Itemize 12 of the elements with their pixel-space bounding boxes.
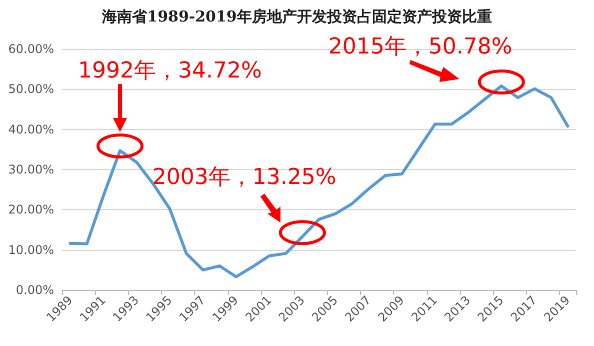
y-tick-label: 10.00% xyxy=(8,242,54,257)
y-tick-label: 0.00% xyxy=(16,283,54,297)
y-tick-label: 50.00% xyxy=(8,82,54,96)
annotation: 2015年，50.78% xyxy=(328,34,512,60)
y-tick-label: 60.00% xyxy=(8,42,54,56)
y-tick-label: 20.00% xyxy=(8,202,54,217)
y-tick-label: 30.00% xyxy=(8,162,54,176)
annotation: 2003年，13.25% xyxy=(152,165,336,190)
chart-title: 海南省1989-2019年房地产开发投资占固定资产投资比重 xyxy=(101,8,492,26)
y-tick-label: 40.00% xyxy=(8,122,54,136)
line-series xyxy=(68,84,570,278)
annotation: 1992年，34.72% xyxy=(78,58,262,84)
